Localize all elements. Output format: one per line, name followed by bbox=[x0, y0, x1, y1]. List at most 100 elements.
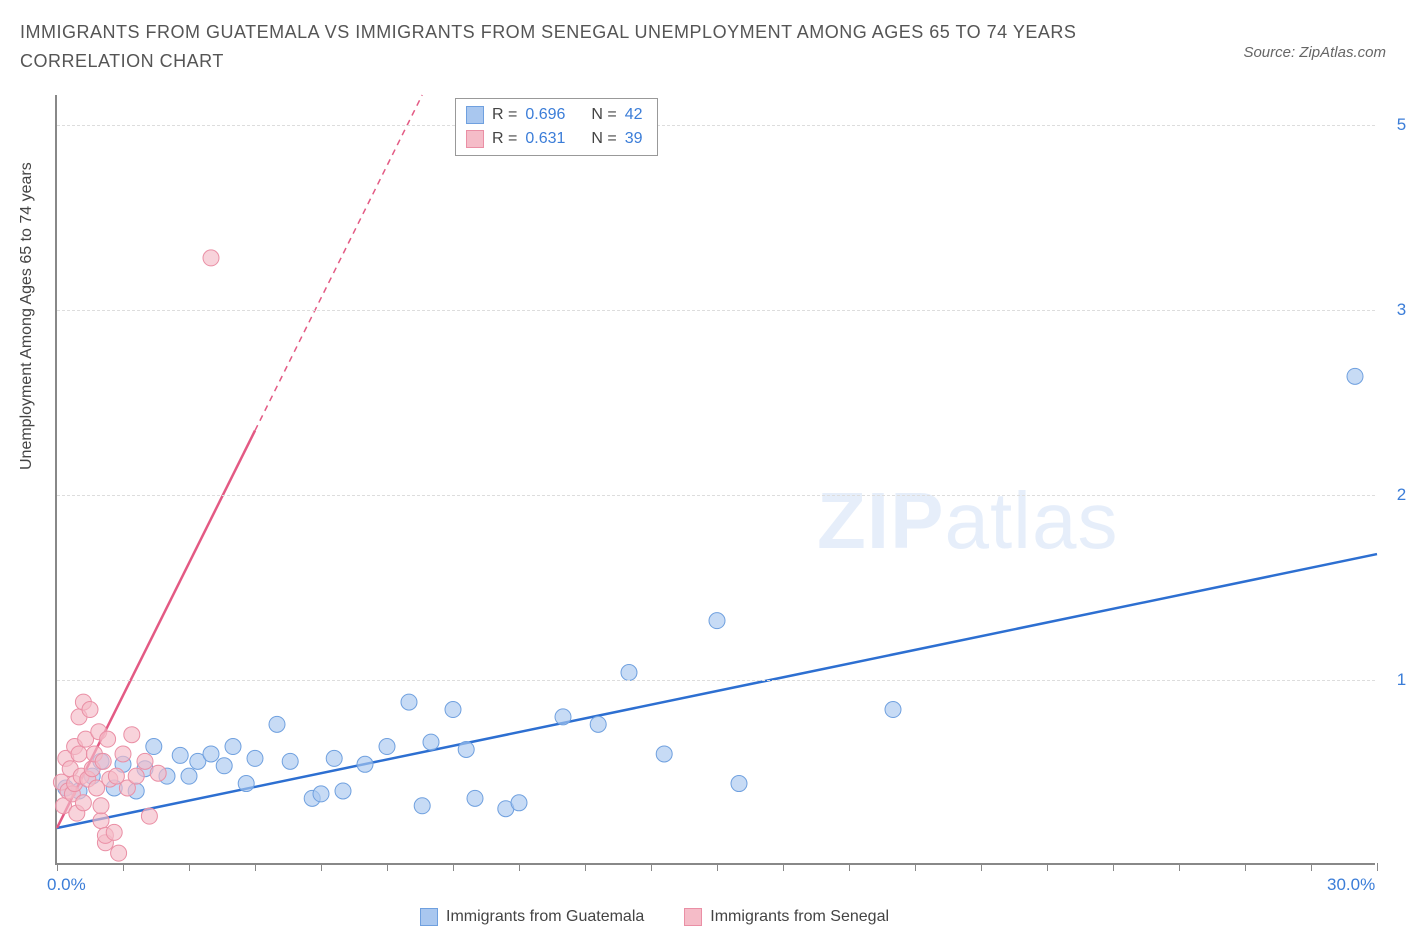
x-tick bbox=[849, 863, 850, 871]
series-swatch bbox=[684, 908, 702, 926]
data-point bbox=[128, 768, 144, 784]
data-point bbox=[555, 709, 571, 725]
data-point bbox=[423, 734, 439, 750]
data-point bbox=[445, 702, 461, 718]
stats-row: R = 0.696 N = 42 bbox=[466, 103, 643, 127]
data-point bbox=[282, 753, 298, 769]
data-point bbox=[511, 795, 527, 811]
x-tick bbox=[1245, 863, 1246, 871]
data-point bbox=[82, 702, 98, 718]
y-tick-label: 12.5% bbox=[1397, 670, 1406, 690]
chart-title: IMMIGRANTS FROM GUATEMALA VS IMMIGRANTS … bbox=[20, 18, 1120, 76]
data-point bbox=[238, 776, 254, 792]
data-point bbox=[95, 753, 111, 769]
data-point bbox=[247, 750, 263, 766]
legend: Immigrants from Guatemala Immigrants from… bbox=[420, 908, 889, 926]
data-point bbox=[150, 765, 166, 781]
legend-item: Immigrants from Senegal bbox=[684, 908, 889, 926]
x-tick bbox=[453, 863, 454, 871]
n-value: 42 bbox=[625, 103, 643, 127]
x-tick bbox=[783, 863, 784, 871]
gridline bbox=[57, 125, 1375, 126]
data-point bbox=[100, 731, 116, 747]
data-point bbox=[93, 798, 109, 814]
data-point bbox=[137, 753, 153, 769]
n-value: 39 bbox=[625, 127, 643, 151]
data-point bbox=[313, 786, 329, 802]
data-point bbox=[458, 742, 474, 758]
data-point bbox=[621, 665, 637, 681]
data-point bbox=[172, 747, 188, 763]
data-point bbox=[111, 845, 127, 861]
data-point bbox=[1347, 368, 1363, 384]
data-point bbox=[124, 727, 140, 743]
series-swatch bbox=[466, 106, 484, 124]
series-swatch bbox=[420, 908, 438, 926]
data-point bbox=[885, 702, 901, 718]
x-tick bbox=[1179, 863, 1180, 871]
data-point bbox=[656, 746, 672, 762]
x-tick bbox=[915, 863, 916, 871]
n-label: N = bbox=[591, 127, 616, 151]
stats-row: R =0.631N =39 bbox=[466, 127, 643, 151]
x-tick bbox=[123, 863, 124, 871]
x-tick bbox=[321, 863, 322, 871]
data-point bbox=[93, 813, 109, 829]
data-point bbox=[401, 694, 417, 710]
y-tick-label: 50.0% bbox=[1397, 115, 1406, 135]
x-tick-label: 0.0% bbox=[47, 875, 86, 895]
scatter-svg bbox=[57, 95, 1375, 863]
gridline bbox=[57, 310, 1375, 311]
trend-line-dash bbox=[255, 95, 422, 431]
gridline bbox=[57, 495, 1375, 496]
data-point bbox=[203, 746, 219, 762]
trend-line bbox=[57, 554, 1377, 828]
x-tick bbox=[1113, 863, 1114, 871]
data-point bbox=[146, 739, 162, 755]
data-point bbox=[269, 716, 285, 732]
x-tick bbox=[255, 863, 256, 871]
legend-item: Immigrants from Guatemala bbox=[420, 908, 644, 926]
data-point bbox=[106, 824, 122, 840]
r-value: 0.696 bbox=[525, 103, 565, 127]
x-tick bbox=[1311, 863, 1312, 871]
data-point bbox=[590, 716, 606, 732]
legend-label: Immigrants from Guatemala bbox=[446, 908, 644, 926]
data-point bbox=[75, 795, 91, 811]
x-tick bbox=[1047, 863, 1048, 871]
data-point bbox=[326, 750, 342, 766]
data-point bbox=[203, 250, 219, 266]
x-tick bbox=[519, 863, 520, 871]
x-tick bbox=[387, 863, 388, 871]
data-point bbox=[379, 739, 395, 755]
x-tick bbox=[717, 863, 718, 871]
r-value: 0.631 bbox=[525, 127, 565, 151]
x-tick bbox=[189, 863, 190, 871]
data-point bbox=[414, 798, 430, 814]
y-tick-label: 25.0% bbox=[1397, 485, 1406, 505]
y-tick-label: 37.5% bbox=[1397, 300, 1406, 320]
x-tick bbox=[57, 863, 58, 871]
source-label: Source: ZipAtlas.com bbox=[1243, 44, 1386, 61]
x-tick bbox=[585, 863, 586, 871]
x-tick bbox=[1377, 863, 1378, 871]
data-point bbox=[335, 783, 351, 799]
plot-area: ZIPatlas 12.5%25.0%37.5%50.0%0.0%30.0% bbox=[55, 95, 1375, 865]
data-point bbox=[709, 613, 725, 629]
r-label: R = bbox=[492, 103, 517, 127]
n-label: N = bbox=[591, 103, 616, 127]
legend-label: Immigrants from Senegal bbox=[710, 908, 889, 926]
data-point bbox=[216, 758, 232, 774]
data-point bbox=[181, 768, 197, 784]
stats-box: R = 0.696 N = 42R = 0.631 N = 39 bbox=[455, 98, 658, 156]
data-point bbox=[467, 790, 483, 806]
x-tick bbox=[981, 863, 982, 871]
data-point bbox=[141, 808, 157, 824]
y-axis-label: Unemployment Among Ages 65 to 74 years bbox=[18, 162, 36, 470]
data-point bbox=[71, 746, 87, 762]
x-tick bbox=[651, 863, 652, 871]
data-point bbox=[115, 746, 131, 762]
series-swatch bbox=[466, 130, 484, 148]
gridline bbox=[57, 680, 1375, 681]
data-point bbox=[357, 756, 373, 772]
